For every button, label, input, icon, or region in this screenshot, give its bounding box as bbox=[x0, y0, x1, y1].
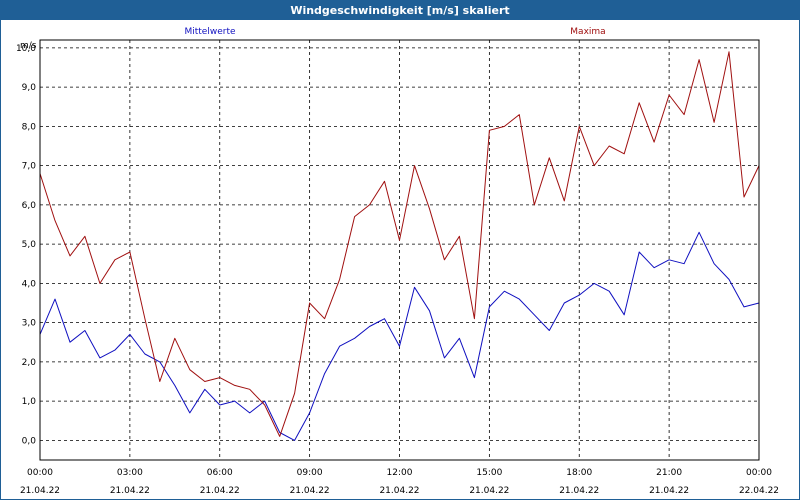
y-tick-label: 6,0 bbox=[22, 201, 37, 211]
x-tick-date-label: 21.04.22 bbox=[200, 486, 240, 496]
series-layer bbox=[39, 51, 760, 441]
y-tick-label: 8,0 bbox=[22, 122, 37, 132]
window-title: Windgeschwindigkeit [m/s] skaliert bbox=[1, 1, 799, 20]
x-tick-time-label: 21:00 bbox=[656, 468, 682, 478]
y-tick-label: 2,0 bbox=[22, 358, 37, 368]
y-tick-label: 3,0 bbox=[22, 319, 37, 329]
y-tick-label: 5,0 bbox=[22, 240, 37, 250]
x-tick-time-label: 09:00 bbox=[297, 468, 323, 478]
grid bbox=[40, 40, 759, 460]
y-tick-label: 7,0 bbox=[22, 162, 37, 172]
y-tick-label: 0,0 bbox=[22, 436, 37, 446]
y-tick-label: 9,0 bbox=[22, 83, 37, 93]
x-tick-date-label: 21.04.22 bbox=[559, 486, 599, 496]
y-tick-label: 1,0 bbox=[22, 397, 37, 407]
legend-mittelwerte: Mittelwerte bbox=[184, 27, 235, 37]
x-tick-date-label: 21.04.22 bbox=[379, 486, 419, 496]
y-tick-label: 10,0 bbox=[16, 44, 36, 54]
x-tick-time-label: 03:00 bbox=[117, 468, 143, 478]
x-tick-date-label: 21.04.22 bbox=[649, 486, 689, 496]
x-tick-date-label: 22.04.22 bbox=[739, 486, 779, 496]
x-tick-time-label: 18:00 bbox=[566, 468, 592, 478]
y-tick-label: 4,0 bbox=[22, 279, 37, 289]
x-tick-time-label: 15:00 bbox=[476, 468, 502, 478]
x-tick-time-label: 00:00 bbox=[27, 468, 53, 478]
y-axis-unit-label: m/s bbox=[20, 41, 37, 51]
legend-maxima: Maxima bbox=[570, 27, 605, 37]
x-tick-date-label: 21.04.22 bbox=[110, 486, 150, 496]
x-axis: 00:00 21.04.22 03:00 21.04.22 06:00 21.04.22 0… bbox=[20, 468, 779, 496]
x-tick-date-label: 21.04.22 bbox=[20, 486, 60, 496]
x-tick-time-label: 12:00 bbox=[387, 468, 413, 478]
x-tick-time-label: 06:00 bbox=[207, 468, 233, 478]
y-axis: 0,0 1,0 2,0 3,0 4,0 5,0 6,0 7,0 8,0 9,0 10,0 bbox=[16, 44, 36, 447]
plot-area-border bbox=[39, 39, 760, 461]
x-tick-date-label: 21.04.22 bbox=[290, 486, 330, 496]
x-tick-date-label: 21.04.22 bbox=[469, 486, 509, 496]
x-tick-time-label: 00:00 bbox=[746, 468, 772, 478]
maxima-line bbox=[39, 51, 760, 437]
mittelwerte-line bbox=[39, 231, 760, 441]
